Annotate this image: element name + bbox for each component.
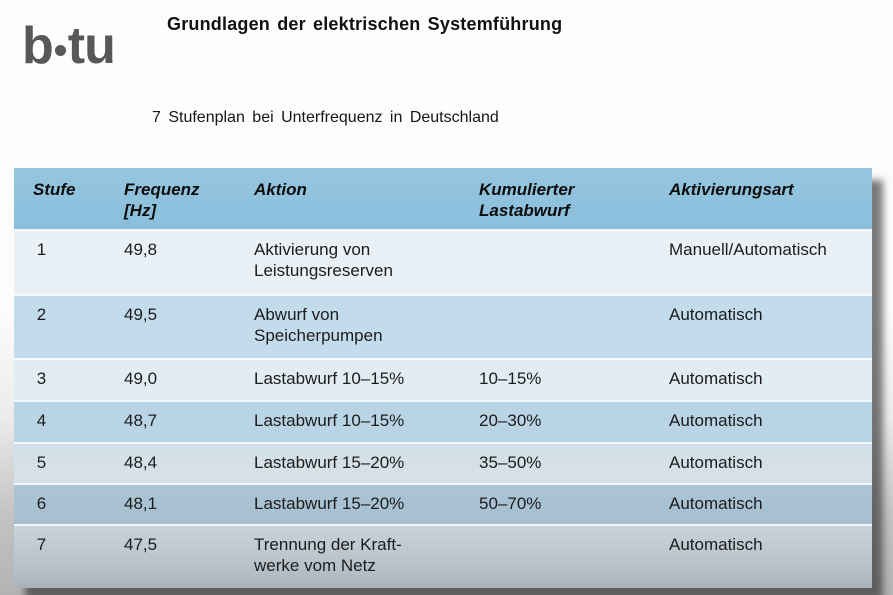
cell-aktivierungsart: Automatisch xyxy=(654,483,872,525)
column-header-lastabwurf: Kumulierter Lastabwurf xyxy=(464,168,654,230)
cell-stufe: 7 xyxy=(14,524,109,588)
cell-aktivierungsart: Automatisch xyxy=(654,294,872,359)
stufenplan-table: Stufe Frequenz [Hz] Aktion Kumulierter L… xyxy=(14,168,872,588)
slide-title: Grundlagen der elektrischen Systemführun… xyxy=(167,14,563,34)
cell-frequenz: 47,5 xyxy=(109,524,239,588)
btu-logo-dot-icon xyxy=(54,45,66,56)
cell-lastabwurf xyxy=(464,229,654,295)
cell-lastabwurf: 35–50% xyxy=(464,442,654,484)
table-row: 6 48,1 Lastabwurf 15–20% 50–70% Automati… xyxy=(14,483,872,525)
column-header-aktion: Aktion xyxy=(239,168,464,230)
cell-stufe: 6 xyxy=(14,483,109,525)
column-header-frequenz: Frequenz [Hz] xyxy=(109,168,239,230)
cell-aktivierungsart: Automatisch xyxy=(654,358,872,401)
cell-frequenz: 49,5 xyxy=(109,294,239,359)
cell-stufe: 5 xyxy=(14,442,109,484)
column-header-aktivierungsart: Aktivierungsart xyxy=(654,168,872,230)
table-row: 4 48,7 Lastabwurf 10–15% 20–30% Automati… xyxy=(14,400,872,443)
table-row: 3 49,0 Lastabwurf 10–15% 10–15% Automati… xyxy=(14,358,872,401)
cell-aktion: Abwurf von Speicherpumpen xyxy=(239,294,464,359)
cell-stufe: 1 xyxy=(14,229,109,295)
cell-lastabwurf: 50–70% xyxy=(464,483,654,525)
cell-lastabwurf: 20–30% xyxy=(464,400,654,443)
cell-stufe: 2 xyxy=(14,294,109,359)
btu-logo-b: b xyxy=(22,17,54,75)
cell-aktivierungsart: Automatisch xyxy=(654,442,872,484)
cell-stufe: 3 xyxy=(14,358,109,401)
cell-aktivierungsart: Manuell/Automatisch xyxy=(654,229,872,295)
cell-aktion: Lastabwurf 10–15% xyxy=(239,400,464,443)
table-row: 7 47,5 Trennung der Kraft- werke vom Net… xyxy=(14,524,872,588)
cell-frequenz: 48,7 xyxy=(109,400,239,443)
cell-aktivierungsart: Automatisch xyxy=(654,400,872,443)
cell-lastabwurf xyxy=(464,524,654,588)
cell-frequenz: 48,4 xyxy=(109,442,239,484)
cell-aktion: Lastabwurf 15–20% xyxy=(239,483,464,525)
cell-aktivierungsart: Automatisch xyxy=(654,524,872,588)
slide-subtitle: 7 Stufenplan bei Unterfrequenz in Deutsc… xyxy=(152,109,499,126)
table-header-row: Stufe Frequenz [Hz] Aktion Kumulierter L… xyxy=(14,168,872,230)
cell-aktion: Trennung der Kraft- werke vom Netz xyxy=(239,524,464,588)
table-row: 2 49,5 Abwurf von Speicherpumpen Automat… xyxy=(14,294,872,359)
cell-aktion: Lastabwurf 10–15% xyxy=(239,358,464,401)
cell-stufe: 4 xyxy=(14,400,109,443)
cell-lastabwurf: 10–15% xyxy=(464,358,654,401)
cell-frequenz: 49,8 xyxy=(109,229,239,295)
table-row: 5 48,4 Lastabwurf 15–20% 35–50% Automati… xyxy=(14,442,872,484)
btu-logo: b tu xyxy=(22,8,116,75)
btu-logo-tu: tu xyxy=(67,17,116,75)
column-header-stufe: Stufe xyxy=(14,168,109,230)
table-row: 1 49,8 Aktivierung von Leistungsreserven… xyxy=(14,229,872,295)
cell-aktion: Lastabwurf 15–20% xyxy=(239,442,464,484)
cell-frequenz: 49,0 xyxy=(109,358,239,401)
cell-frequenz: 48,1 xyxy=(109,483,239,525)
cell-lastabwurf xyxy=(464,294,654,359)
cell-aktion: Aktivierung von Leistungsreserven xyxy=(239,229,464,295)
